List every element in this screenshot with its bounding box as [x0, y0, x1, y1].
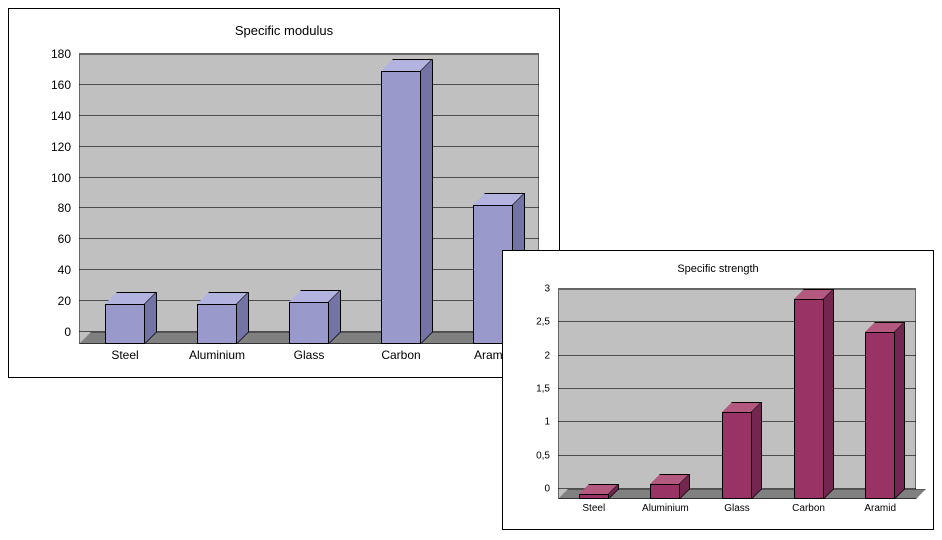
- y-tick-label: 100: [9, 171, 71, 185]
- x-tick-label: Carbon: [355, 348, 447, 362]
- bar: [381, 59, 421, 344]
- bar-side: [329, 290, 341, 344]
- bars: [79, 54, 539, 344]
- specific-strength-chart: Specific strength 0 0,5 1 1,5 2 2,5 3 SteelAlu…: [502, 250, 934, 530]
- bar-side: [421, 59, 433, 344]
- y-axis-labels: 020406080100120140160180: [9, 54, 71, 344]
- bar: [579, 484, 609, 499]
- chart-title: Specific strength: [503, 263, 933, 275]
- x-axis-labels: SteelAluminiumGlassCarbonAramid: [79, 348, 539, 362]
- chart-title: Specific modulus: [9, 23, 559, 38]
- x-tick-label: Aramid: [844, 503, 916, 514]
- y-tick-label: 120: [9, 140, 71, 154]
- x-axis-labels: SteelAluminiumGlassCarbonAramid: [558, 503, 916, 514]
- bar-front: [289, 302, 329, 344]
- bar-front: [381, 71, 421, 344]
- plot-area: [79, 54, 539, 344]
- bar-front: [579, 494, 609, 499]
- y-tick-label: 0: [503, 484, 550, 495]
- x-tick-label: Glass: [263, 348, 355, 362]
- x-tick-label: Aluminium: [630, 503, 702, 514]
- bar-front: [650, 484, 680, 499]
- x-tick-label: Glass: [701, 503, 773, 514]
- bar-front: [794, 299, 824, 499]
- y-tick-label: 80: [9, 201, 71, 215]
- bar: [794, 289, 824, 499]
- y-tick-label: 0: [9, 325, 71, 339]
- bar-side: [752, 402, 762, 499]
- y-tick-label: 20: [9, 294, 71, 308]
- y-tick-label: 3: [503, 284, 550, 295]
- bar-front: [197, 304, 237, 344]
- bar-side: [824, 289, 834, 499]
- bar-front: [722, 412, 752, 499]
- plot-area: [558, 289, 916, 499]
- y-tick-label: 40: [9, 263, 71, 277]
- bar: [289, 290, 329, 344]
- bar-front: [105, 304, 145, 344]
- bar: [722, 402, 752, 499]
- y-tick-label: 140: [9, 109, 71, 123]
- bar: [650, 474, 680, 499]
- bars: [558, 289, 916, 499]
- bar: [105, 292, 145, 344]
- x-tick-label: Aluminium: [171, 348, 263, 362]
- x-tick-label: Carbon: [773, 503, 845, 514]
- bar-side: [895, 322, 905, 499]
- y-tick-label: 60: [9, 232, 71, 246]
- bar: [865, 322, 895, 499]
- y-tick-label: 0,5: [503, 450, 550, 461]
- y-tick-label: 180: [9, 47, 71, 61]
- bar: [197, 292, 237, 344]
- y-tick-label: 2: [503, 350, 550, 361]
- y-axis-labels: 00,511,522,53: [503, 289, 550, 499]
- x-tick-label: Steel: [79, 348, 171, 362]
- specific-modulus-chart: Specific modulus 0 20 40 60 80 100 120 140 160 18…: [8, 8, 560, 378]
- bar-front: [865, 332, 895, 499]
- y-tick-label: 2,5: [503, 317, 550, 328]
- x-tick-label: Steel: [558, 503, 630, 514]
- y-tick-label: 1,5: [503, 384, 550, 395]
- y-tick-label: 160: [9, 78, 71, 92]
- y-tick-label: 1: [503, 417, 550, 428]
